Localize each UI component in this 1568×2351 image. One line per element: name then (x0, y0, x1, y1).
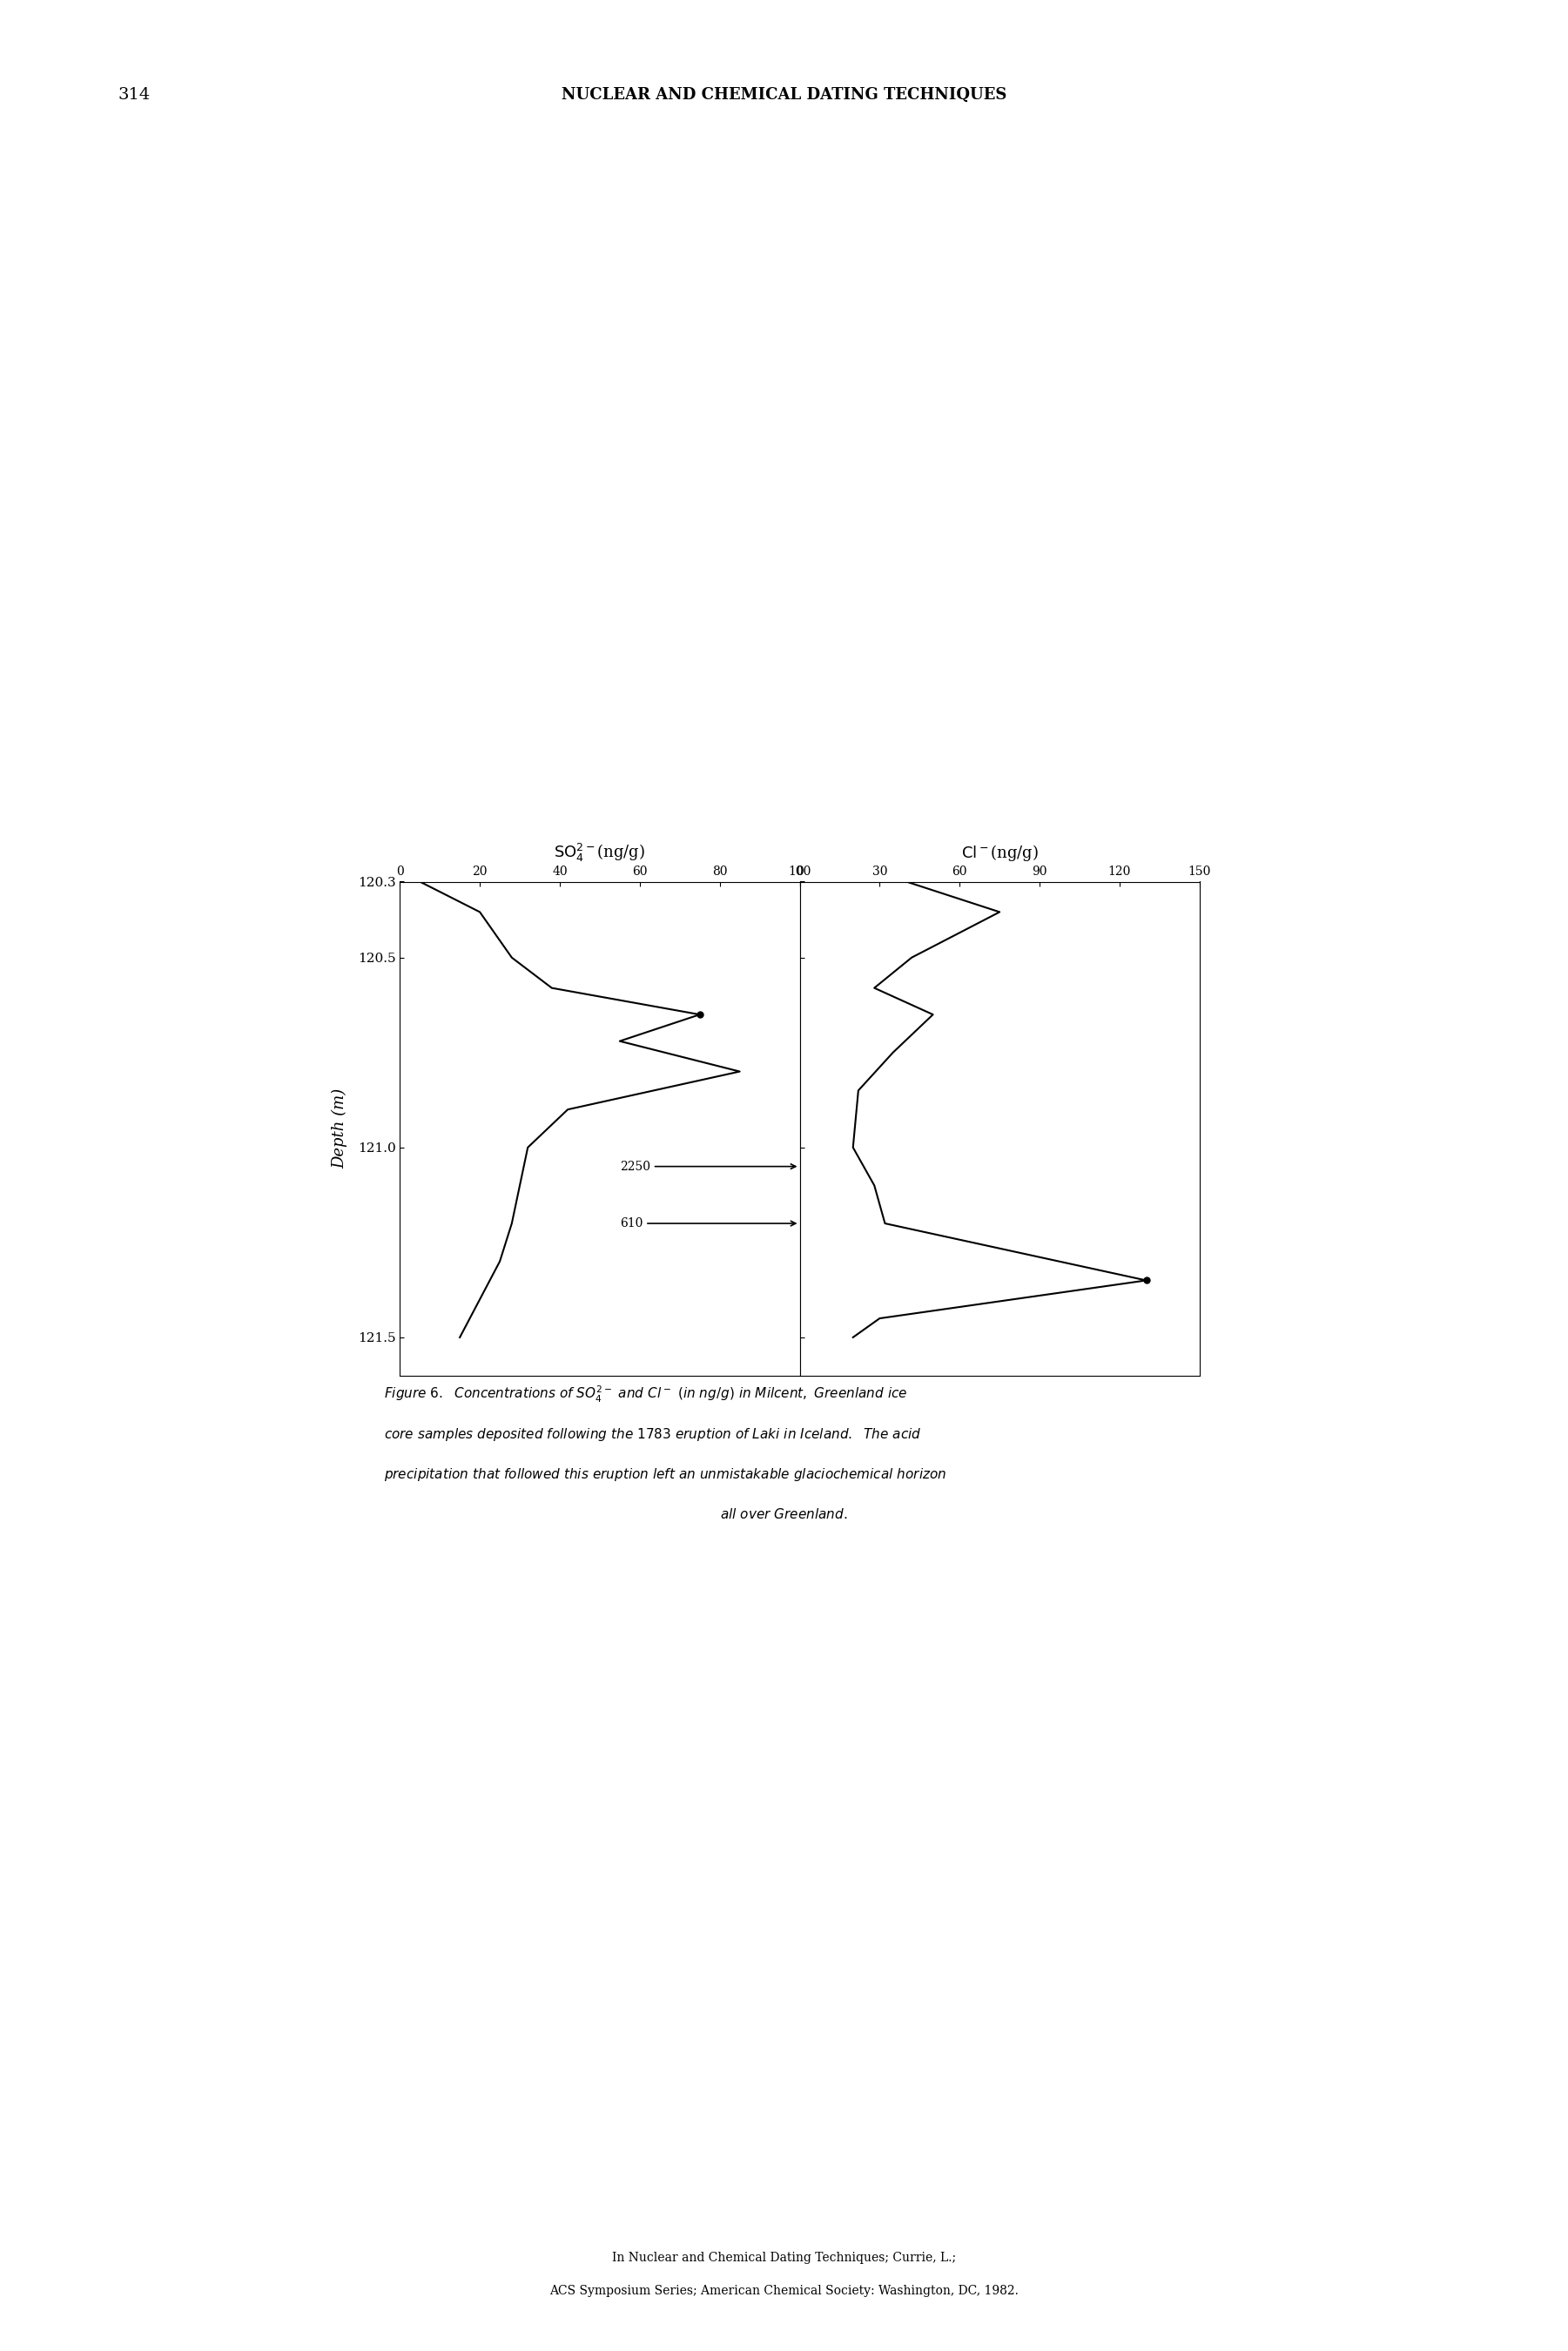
Text: $\it{core\ samples\ deposited\ following\ the\ 1783\ eruption\ of\ Laki\ in\ Ice: $\it{core\ samples\ deposited\ following… (384, 1427, 922, 1444)
Text: 2250: 2250 (619, 1161, 795, 1173)
X-axis label: $\mathrm{Cl^-}$(ng/g): $\mathrm{Cl^-}$(ng/g) (961, 844, 1038, 863)
Text: $\it{precipitation\ that\ followed\ this\ eruption\ left\ an\ unmistakable\ glac: $\it{precipitation\ that\ followed\ this… (384, 1467, 947, 1483)
Y-axis label: Depth (m): Depth (m) (332, 1089, 348, 1168)
X-axis label: $\mathrm{SO_4^{2-}}$(ng/g): $\mathrm{SO_4^{2-}}$(ng/g) (554, 842, 646, 865)
Text: 610: 610 (619, 1218, 795, 1230)
Text: $\it{Figure\ 6.}$$\it{\ \ Concentrations\ of\ SO_4^{2-}\ and\ Cl^-\ (in\ ng/g)\ : $\it{Figure\ 6.}$$\it{\ \ Concentrations… (384, 1385, 908, 1404)
Text: $\it{all\ over\ Greenland.}$: $\it{all\ over\ Greenland.}$ (720, 1507, 848, 1521)
Text: NUCLEAR AND CHEMICAL DATING TECHNIQUES: NUCLEAR AND CHEMICAL DATING TECHNIQUES (561, 87, 1007, 103)
Text: 314: 314 (118, 87, 151, 103)
Text: In Nuclear and Chemical Dating Techniques; Currie, L.;: In Nuclear and Chemical Dating Technique… (612, 2252, 956, 2264)
Text: ACS Symposium Series; American Chemical Society: Washington, DC, 1982.: ACS Symposium Series; American Chemical … (549, 2285, 1019, 2297)
